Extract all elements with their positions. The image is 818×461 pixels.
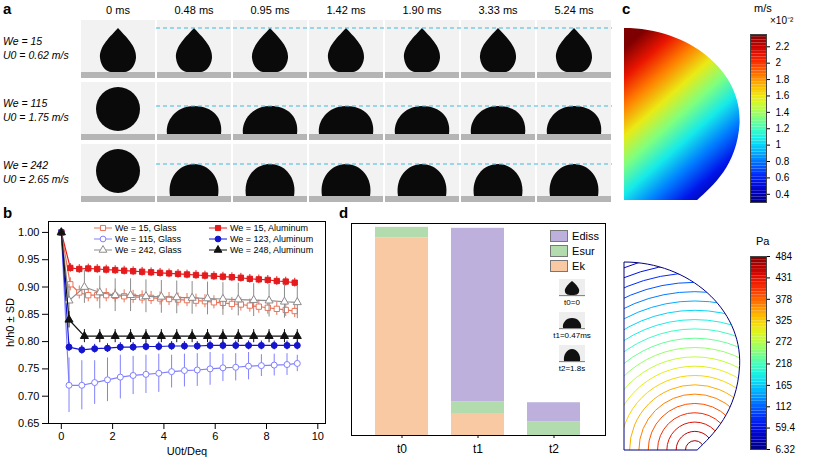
html-text:We = 15, Glass: We = 15, Glass — [115, 223, 177, 233]
svg-text:U0 = 0.62 m/s: U0 = 0.62 m/s — [3, 49, 69, 61]
svg-text:112: 112 — [776, 401, 792, 412]
svg-text:t1: t1 — [473, 442, 483, 456]
svg-text:0 ms: 0 ms — [106, 4, 130, 16]
html-text:We = 15, Aluminum: We = 15, Aluminum — [230, 223, 309, 233]
svg-text:325: 325 — [776, 315, 793, 326]
svg-text:5.24 ms: 5.24 ms — [554, 4, 594, 16]
svg-text:2.2: 2.2 — [776, 41, 790, 52]
html-text:t2=1.8s: t2=1.8s — [558, 364, 586, 373]
svg-text:h/h0 ± SD: h/h0 ± SD — [4, 298, 16, 347]
svg-text:a: a — [3, 0, 12, 17]
svg-text:t2: t2 — [549, 442, 559, 456]
svg-text:218: 218 — [776, 358, 793, 369]
svg-text:0.6: 0.6 — [776, 172, 790, 183]
svg-text:1.00: 1.00 — [18, 226, 39, 238]
html-text:We = 123, Aluminum: We = 123, Aluminum — [230, 234, 314, 244]
svg-text:10: 10 — [312, 430, 324, 442]
svg-text:0.48 ms: 0.48 ms — [174, 4, 214, 16]
svg-text:431: 431 — [776, 272, 793, 283]
svg-text:We = 15: We = 15 — [3, 35, 42, 47]
svg-text:1.8: 1.8 — [776, 74, 790, 85]
svg-text:8: 8 — [263, 430, 269, 442]
svg-text:1: 1 — [776, 139, 782, 150]
svg-text:0.95: 0.95 — [18, 253, 39, 265]
svg-text:1.2: 1.2 — [776, 123, 790, 134]
svg-text:3.33 ms: 3.33 ms — [478, 4, 518, 16]
svg-text:0.8: 0.8 — [776, 156, 790, 167]
html-text:Pa: Pa — [756, 235, 770, 247]
svg-text:t0: t0 — [397, 442, 407, 456]
svg-text:2: 2 — [776, 57, 782, 68]
svg-text:6.32: 6.32 — [776, 444, 796, 455]
svg-text:0.70: 0.70 — [18, 390, 39, 402]
svg-text:1.90 ms: 1.90 ms — [402, 4, 442, 16]
svg-text:59.4: 59.4 — [776, 422, 796, 433]
html-text:Esur: Esur — [572, 244, 595, 257]
html-text:Ek: Ek — [572, 259, 585, 272]
svg-text:0.75: 0.75 — [18, 362, 39, 374]
svg-text:378: 378 — [776, 294, 793, 305]
svg-text:U0t/Deq: U0t/Deq — [167, 445, 207, 457]
html-text:d: d — [339, 204, 349, 221]
svg-text:1.4: 1.4 — [776, 107, 790, 118]
svg-text:0.95 ms: 0.95 ms — [250, 4, 290, 16]
html-text:We = 115, Glass: We = 115, Glass — [115, 234, 181, 244]
html-text:×10⁻²: ×10⁻² — [770, 15, 794, 26]
svg-text:U0 = 1.75 m/s: U0 = 1.75 m/s — [3, 111, 69, 123]
svg-text:0.80: 0.80 — [18, 335, 39, 347]
html-text:t0=0: t0=0 — [564, 298, 580, 307]
html-text:t1=0.47ms: t1=0.47ms — [553, 331, 591, 340]
svg-text:4: 4 — [161, 430, 167, 442]
html-text:We = 248, Aluminum: We = 248, Aluminum — [230, 245, 314, 255]
html-text:b: b — [3, 204, 13, 221]
html-text:We = 242, Glass: We = 242, Glass — [115, 245, 182, 255]
svg-text:484: 484 — [776, 251, 793, 262]
svg-text:0.90: 0.90 — [18, 281, 39, 293]
html-text:Ediss: Ediss — [572, 229, 599, 242]
svg-text:6: 6 — [212, 430, 218, 442]
svg-text:1.42 ms: 1.42 ms — [326, 4, 366, 16]
svg-text:0.85: 0.85 — [18, 308, 39, 320]
svg-text:c: c — [622, 0, 630, 17]
svg-text:0: 0 — [58, 430, 64, 442]
svg-text:U0 = 2.65 m/s: U0 = 2.65 m/s — [3, 173, 69, 185]
svg-text:165: 165 — [776, 380, 793, 391]
svg-text:0.4: 0.4 — [776, 189, 790, 200]
svg-text:272: 272 — [776, 336, 793, 347]
svg-text:2: 2 — [110, 430, 116, 442]
svg-text:0.65: 0.65 — [18, 417, 39, 429]
svg-text:We = 115: We = 115 — [3, 97, 47, 109]
html-text:m/s: m/s — [754, 2, 772, 14]
svg-text:1.6: 1.6 — [776, 90, 790, 101]
svg-text:We = 242: We = 242 — [3, 159, 48, 171]
